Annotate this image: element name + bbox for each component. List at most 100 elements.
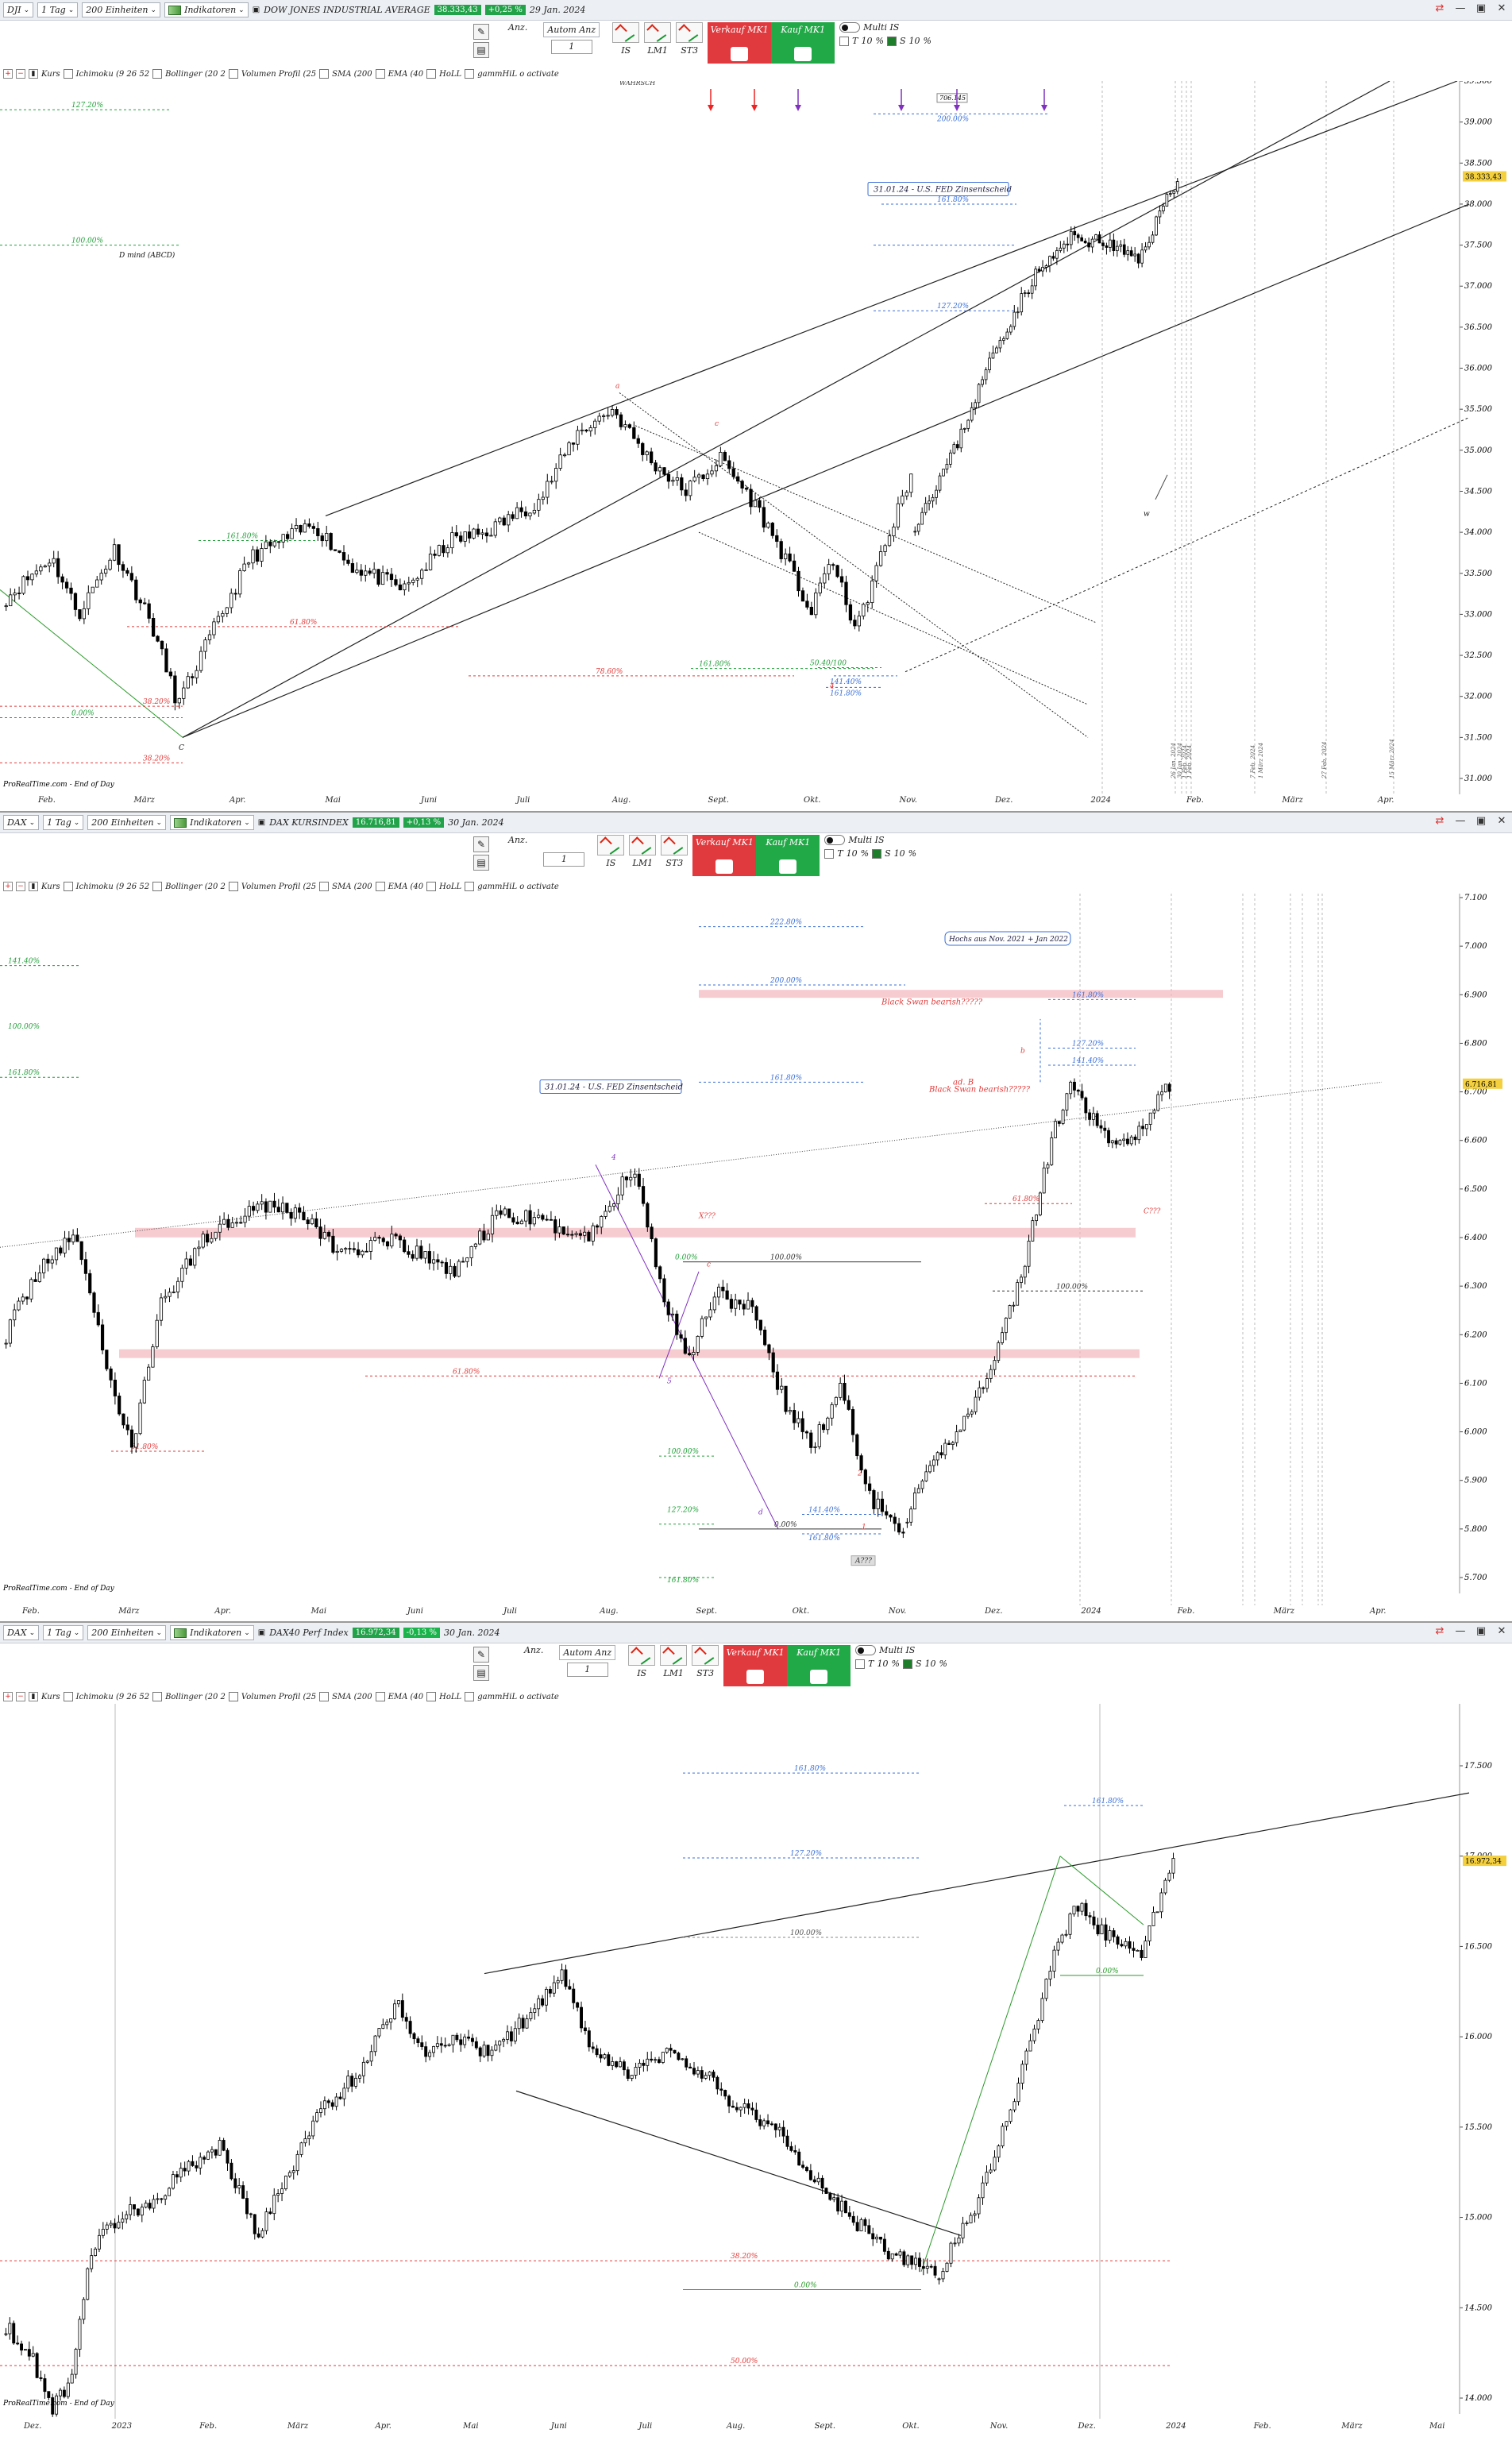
units-select[interactable]: 200 Einheiten ⌄	[82, 2, 161, 17]
autom-anz-button[interactable]: Autom Anz	[559, 1645, 616, 1660]
t-checkbox[interactable]	[839, 36, 850, 46]
remove-icon[interactable]: −	[16, 69, 25, 79]
indicator-bollinger[interactable]: Bollinger (20 2	[165, 1692, 226, 1701]
is-order-icon[interactable]	[597, 835, 625, 855]
symbol-select[interactable]: DJI ⌄	[3, 2, 34, 17]
buy-button[interactable]: Kauf MK1	[787, 1645, 851, 1686]
ema-checkbox[interactable]	[375, 1692, 385, 1701]
indicator-volume[interactable]: Volumen Profil (25	[241, 69, 317, 79]
holl-checkbox[interactable]	[426, 1692, 437, 1701]
lm-order-icon[interactable]	[660, 1645, 688, 1666]
maximize-icon[interactable]: ▣	[1475, 1625, 1487, 1637]
add-icon[interactable]: +	[3, 882, 13, 891]
volume-checkbox[interactable]	[228, 69, 238, 79]
indicator-ichimoku[interactable]: Ichimoku (9 26 52	[75, 1692, 150, 1701]
lm-order-icon[interactable]	[644, 22, 672, 43]
sync-icon[interactable]: ⇄	[1435, 2, 1444, 14]
quantity-input[interactable]: 1	[550, 40, 592, 54]
symbol-select[interactable]: DAX ⌄	[3, 815, 40, 830]
autom-anz-button[interactable]: Autom Anz	[543, 22, 600, 37]
remove-icon[interactable]: −	[16, 882, 25, 891]
add-icon[interactable]: +	[3, 1692, 13, 1701]
candle-icon[interactable]: ▮	[29, 69, 38, 79]
indicator-holl[interactable]: HoLL	[439, 1692, 462, 1701]
volume-checkbox[interactable]	[228, 1692, 238, 1701]
add-icon[interactable]: +	[3, 69, 13, 79]
bollinger-checkbox[interactable]	[152, 882, 163, 891]
indicator-bollinger[interactable]: Bollinger (20 2	[165, 882, 226, 891]
indicator-kurs[interactable]: Kurs	[41, 882, 60, 891]
indicator-gamm[interactable]: gammHiL o activate	[477, 1692, 559, 1701]
buy-button[interactable]: Kauf MK1	[756, 835, 820, 876]
monitor-icon[interactable]: ▤	[473, 1665, 489, 1681]
wrench-icon[interactable]: ✎	[473, 836, 489, 852]
quantity-input[interactable]: 1	[566, 1663, 608, 1677]
indicators-button[interactable]: Indikatoren ⌄	[164, 2, 249, 17]
multi-toggle[interactable]	[839, 22, 861, 33]
indicators-button[interactable]: Indikatoren ⌄	[170, 1625, 254, 1640]
s-checkbox[interactable]	[902, 1659, 912, 1669]
candle-icon[interactable]: ▮	[29, 1692, 38, 1701]
sma-checkbox[interactable]	[319, 69, 330, 79]
t-checkbox[interactable]	[855, 1659, 866, 1669]
indicator-ema[interactable]: EMA (40	[388, 882, 424, 891]
indicator-kurs[interactable]: Kurs	[41, 69, 60, 79]
t-checkbox[interactable]	[824, 848, 835, 859]
ichimoku-checkbox[interactable]	[63, 882, 73, 891]
wrench-icon[interactable]: ✎	[473, 1647, 489, 1663]
indicator-sma[interactable]: SMA (200	[332, 69, 372, 79]
minimize-icon[interactable]: —	[1455, 815, 1466, 827]
indicator-ema[interactable]: EMA (40	[388, 69, 424, 79]
s-checkbox[interactable]	[872, 848, 882, 859]
indicator-bollinger[interactable]: Bollinger (20 2	[165, 69, 226, 79]
interval-select[interactable]: 1 Tag ⌄	[43, 1625, 84, 1640]
multi-toggle[interactable]	[824, 835, 846, 845]
maximize-icon[interactable]: ▣	[1475, 2, 1487, 14]
sma-checkbox[interactable]	[319, 882, 330, 891]
close-icon[interactable]: ✕	[1497, 1625, 1506, 1637]
minimize-icon[interactable]: —	[1455, 1625, 1466, 1637]
st-order-icon[interactable]	[661, 835, 688, 855]
gamm-checkbox[interactable]	[465, 1692, 475, 1701]
interval-select[interactable]: 1 Tag ⌄	[43, 815, 84, 830]
units-select[interactable]: 200 Einheiten ⌄	[87, 1625, 167, 1640]
quantity-input[interactable]: 1	[543, 852, 585, 867]
holl-checkbox[interactable]	[426, 69, 437, 79]
bollinger-checkbox[interactable]	[152, 69, 163, 79]
st-order-icon[interactable]	[692, 1645, 719, 1666]
monitor-icon[interactable]: ▤	[473, 855, 489, 871]
indicator-gamm[interactable]: gammHiL o activate	[477, 882, 559, 891]
is-order-icon[interactable]	[628, 1645, 656, 1666]
indicator-ichimoku[interactable]: Ichimoku (9 26 52	[75, 69, 150, 79]
sell-button[interactable]: Verkauf MK1	[723, 1645, 788, 1686]
indicator-holl[interactable]: HoLL	[439, 882, 462, 891]
ichimoku-checkbox[interactable]	[63, 69, 73, 79]
price-chart-dax[interactable]: 7.100 7.000 6.900 6.800 6.700 6.600 6.500 6.400…	[0, 894, 1512, 1605]
sell-button[interactable]: Verkauf MK1	[708, 22, 772, 64]
ema-checkbox[interactable]	[375, 69, 385, 79]
multi-toggle[interactable]	[855, 1645, 877, 1655]
indicator-sma[interactable]: SMA (200	[332, 882, 372, 891]
sma-checkbox[interactable]	[319, 1692, 330, 1701]
units-select[interactable]: 200 Einheiten ⌄	[87, 815, 167, 830]
price-chart-dax40[interactable]: 17.50017.00016.50016.00015.50015.00014.5…	[0, 1704, 1512, 2419]
ema-checkbox[interactable]	[375, 882, 385, 891]
holl-checkbox[interactable]	[426, 882, 437, 891]
indicator-sma[interactable]: SMA (200	[332, 1692, 372, 1701]
indicator-gamm[interactable]: gammHiL o activate	[477, 69, 559, 79]
interval-select[interactable]: 1 Tag ⌄	[37, 2, 79, 17]
remove-icon[interactable]: −	[16, 1692, 25, 1701]
st-order-icon[interactable]	[676, 22, 704, 43]
sell-button[interactable]: Verkauf MK1	[692, 835, 757, 876]
indicator-volume[interactable]: Volumen Profil (25	[241, 882, 317, 891]
volume-checkbox[interactable]	[228, 882, 238, 891]
bollinger-checkbox[interactable]	[152, 1692, 163, 1701]
close-icon[interactable]: ✕	[1497, 2, 1506, 14]
sync-icon[interactable]: ⇄	[1435, 1625, 1444, 1637]
close-icon[interactable]: ✕	[1497, 815, 1506, 827]
indicators-button[interactable]: Indikatoren ⌄	[170, 815, 254, 830]
s-checkbox[interactable]	[886, 36, 897, 46]
indicator-kurs[interactable]: Kurs	[41, 1692, 60, 1701]
buy-button[interactable]: Kauf MK1	[771, 22, 835, 64]
maximize-icon[interactable]: ▣	[1475, 815, 1487, 827]
